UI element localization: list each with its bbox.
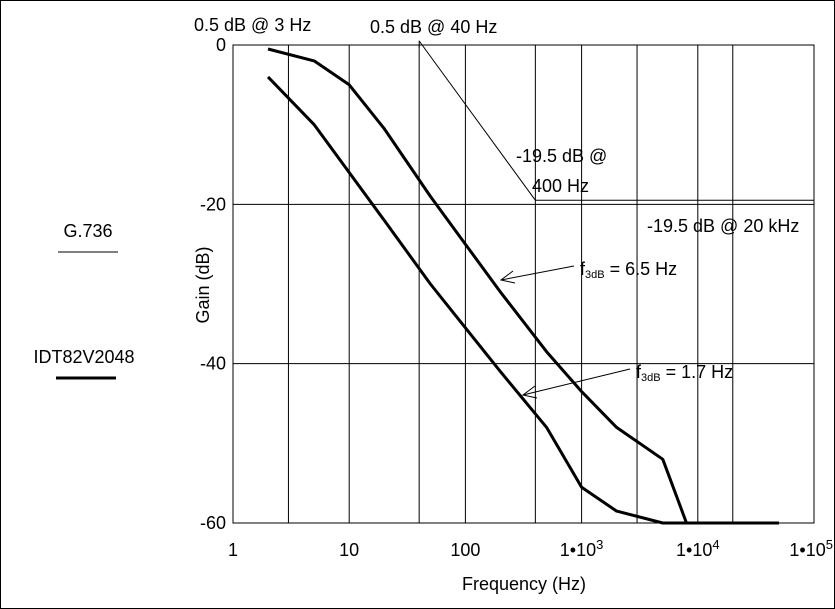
y-tick-label: 0: [216, 35, 226, 55]
x-tick-label: 1: [228, 540, 238, 560]
y-tick-label: -40: [200, 354, 226, 374]
x-tick-label: 100: [450, 540, 480, 560]
x-tick-label: 1•103: [560, 537, 604, 560]
y-tick-label: -60: [200, 513, 226, 533]
annotation-400hz: 400 Hz: [532, 176, 589, 196]
callout-arrow-1-7hz: [522, 368, 631, 396]
grid: [233, 44, 814, 523]
callout-arrowhead-1-7hz: [521, 385, 538, 399]
callout-arrowhead-6-5hz: [499, 270, 516, 284]
legend-label-idt82v2048: IDT82V2048: [33, 347, 134, 367]
legend-label-g736: G.736: [63, 221, 112, 241]
y-axis-label: Gain (dB): [193, 246, 213, 323]
annotation-0-5db-40hz: 0.5 dB @ 40 Hz: [370, 17, 497, 37]
annotation-19-5db-at: -19.5 dB @: [516, 146, 607, 166]
tick-labels: 1 10 100 1•103 1•104 1•105 0 -20 -40 -60: [200, 35, 833, 560]
series-line-1: [267, 47, 779, 525]
annotation-19-5db-20khz: -19.5 dB @ 20 kHz: [647, 216, 799, 236]
series-line-0: [418, 40, 814, 201]
callout-f3db-1-7hz: f3dB = 1.7 Hz: [636, 362, 733, 384]
plot-border: [232, 44, 815, 524]
x-tick-label: 10: [339, 540, 359, 560]
x-axis-label: Frequency (Hz): [462, 574, 586, 594]
x-tick-label: 1•105: [789, 537, 833, 560]
x-tick-label: 1•104: [676, 537, 720, 560]
series-group: [266, 40, 814, 525]
series-line-2: [266, 75, 779, 525]
callout-f3db-6-5hz: f3dB = 6.5 Hz: [580, 259, 677, 281]
annotation-0-5db-3hz: 0.5 dB @ 3 Hz: [194, 15, 311, 35]
callout-arrow-6-5hz: [500, 265, 575, 281]
y-tick-label: -20: [200, 194, 226, 214]
